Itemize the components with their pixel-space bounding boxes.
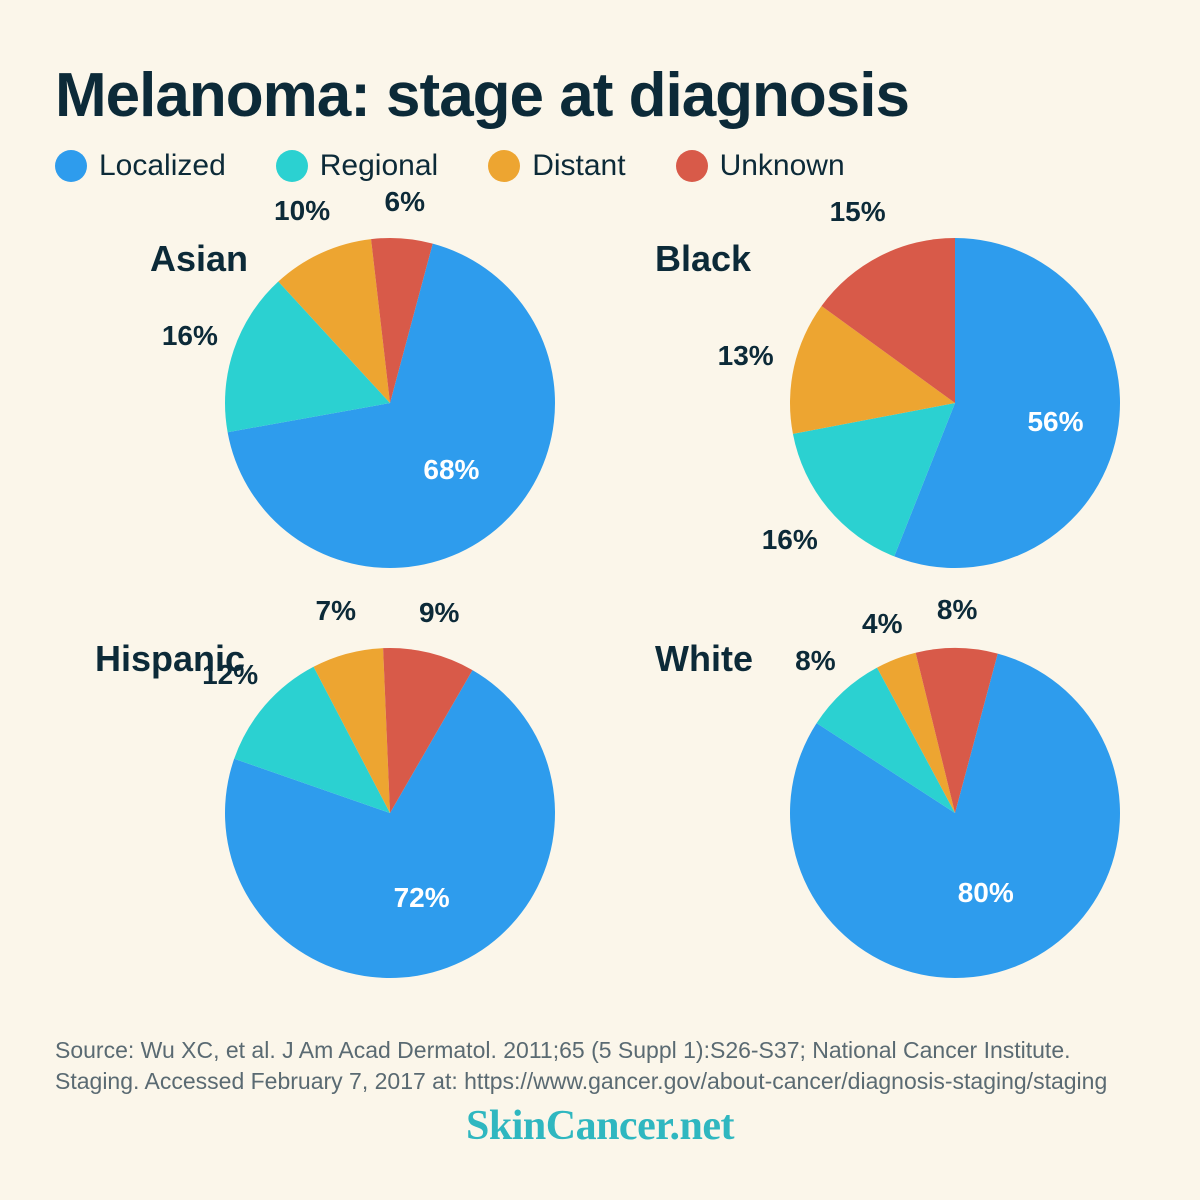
legend-swatch	[55, 150, 87, 182]
legend-item: Unknown	[676, 149, 845, 183]
slice-label: 68%	[423, 454, 479, 486]
slice-label: 72%	[394, 882, 450, 914]
chart-cell: Asian68%16%10%6%	[85, 233, 570, 593]
pie-chart: 80%8%4%8%	[790, 648, 1120, 978]
legend: Localized Regional Distant Unknown	[55, 149, 1145, 183]
source-text: Source: Wu XC, et al. J Am Acad Dermatol…	[55, 1035, 1145, 1097]
slice-label: 15%	[830, 196, 886, 228]
legend-label: Unknown	[720, 149, 845, 183]
legend-swatch	[488, 150, 520, 182]
legend-label: Localized	[99, 149, 226, 183]
page-title: Melanoma: stage at diagnosis	[55, 60, 1145, 131]
slice-label: 8%	[795, 645, 835, 677]
charts-grid: Asian68%16%10%6%Black56%16%13%15%Hispani…	[55, 223, 1145, 993]
slice-label: 12%	[202, 659, 258, 691]
slice-label: 80%	[958, 877, 1014, 909]
legend-label: Regional	[320, 149, 438, 183]
chart-cell: Black56%16%13%15%	[630, 233, 1115, 593]
chart-cell: Hispanic72%12%7%9%	[85, 633, 570, 993]
legend-swatch	[276, 150, 308, 182]
pie-chart: 56%16%13%15%	[790, 238, 1120, 568]
pie-chart: 68%16%10%6%	[225, 238, 555, 568]
legend-item: Regional	[276, 149, 438, 183]
legend-item: Localized	[55, 149, 226, 183]
chart-cell: White80%8%4%8%	[630, 633, 1115, 993]
chart-title: White	[655, 638, 753, 680]
slice-label: 9%	[419, 597, 459, 629]
slice-label: 8%	[937, 594, 977, 626]
brand-logo: SkinCancer.net	[0, 1102, 1200, 1150]
legend-item: Distant	[488, 149, 625, 183]
slice-label: 16%	[162, 320, 218, 352]
slice-label: 13%	[718, 340, 774, 372]
slice-label: 4%	[862, 608, 902, 640]
legend-label: Distant	[532, 149, 625, 183]
slice-label: 16%	[762, 524, 818, 556]
slice-label: 10%	[274, 195, 330, 227]
slice-label: 7%	[316, 595, 356, 627]
pie-chart: 72%12%7%9%	[225, 648, 555, 978]
slice-label: 56%	[1027, 406, 1083, 438]
chart-title: Black	[655, 238, 751, 280]
legend-swatch	[676, 150, 708, 182]
slice-label: 6%	[385, 186, 425, 218]
